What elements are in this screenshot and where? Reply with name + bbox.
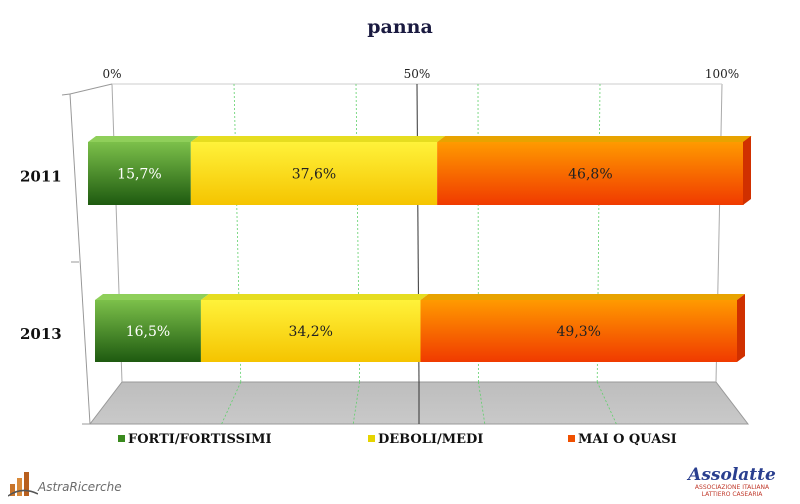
bar-deboli-medi-2011	[190, 142, 438, 205]
bar-top-forti-fortissimi-2013	[95, 294, 209, 300]
legend-label: MAI O QUASI	[578, 432, 677, 447]
category-label: 2011	[20, 168, 62, 186]
bar-mai-o-quasi-2013	[420, 300, 737, 362]
gridlines	[221, 83, 617, 425]
x-tick-label: 100%	[705, 67, 739, 81]
bar-end-cap-2011	[743, 136, 751, 205]
plot-frame	[61, 83, 750, 425]
legend-marker	[568, 435, 575, 442]
data-label: 15,7%	[117, 167, 161, 183]
bar-top-mai-o-quasi-2011	[437, 136, 752, 142]
legend-marker	[368, 435, 375, 442]
legend-label: FORTI/FORTISSIMI	[128, 432, 272, 447]
chart-title: panna	[367, 16, 433, 38]
assolatte-logo: Assolatte ASSOCIAZIONE ITALIANA LATTIERO…	[672, 466, 792, 500]
bar-top-forti-fortissimi-2011	[88, 136, 199, 142]
astra-ricerche-logo: AstraRicerche	[7, 468, 148, 500]
bar-deboli-medi-2013	[200, 300, 421, 362]
astra-logo-text: AstraRicerche	[38, 480, 122, 494]
legend: FORTI/FORTISSIMI DEBOLI/MEDI MAI O QUASI	[118, 432, 677, 447]
data-label: 34,2%	[288, 324, 332, 340]
left-axis-top	[69, 83, 113, 95]
x-tick-label: 0%	[102, 67, 121, 81]
floor-gridline-60	[478, 381, 486, 425]
data-label: 46,8%	[568, 167, 612, 183]
bar-top-deboli-medi-2011	[190, 136, 446, 142]
bar-forti-fortissimi-2011	[88, 142, 191, 205]
legend-label: DEBOLI/MEDI	[378, 432, 483, 447]
bar-top-deboli-medi-2013	[200, 294, 429, 300]
bar-mai-o-quasi-2011	[437, 142, 744, 205]
assolatte-logo-sub-1: ASSOCIAZIONE ITALIANA	[694, 484, 770, 491]
x-tick-labels: 0% 50% 100%	[102, 67, 739, 81]
data-label: 37,6%	[292, 167, 336, 183]
legend-marker	[118, 435, 125, 442]
tick-mark-top	[61, 93, 71, 96]
bar-top-mai-o-quasi-2013	[420, 294, 745, 300]
assolatte-logo-sub-2: LATTIERO CASEARIA	[701, 491, 763, 498]
category-labels: 2011 2013	[20, 168, 62, 344]
floor-gridline-40	[352, 381, 360, 425]
bar-end-cap-2013	[737, 294, 745, 362]
left-axis	[69, 93, 91, 425]
bars: 15,7% 37,6% 46,8% 16,5% 34,2% 49,3%	[88, 136, 752, 362]
x-tick-label: 50%	[404, 67, 431, 81]
data-label: 49,3%	[557, 324, 601, 340]
astra-logo-icon	[7, 472, 39, 497]
assolatte-logo-name: Assolatte	[688, 465, 776, 485]
category-label: 2013	[20, 325, 62, 343]
bar-forti-fortissimi-2013	[95, 300, 201, 362]
data-label: 16,5%	[126, 324, 170, 340]
